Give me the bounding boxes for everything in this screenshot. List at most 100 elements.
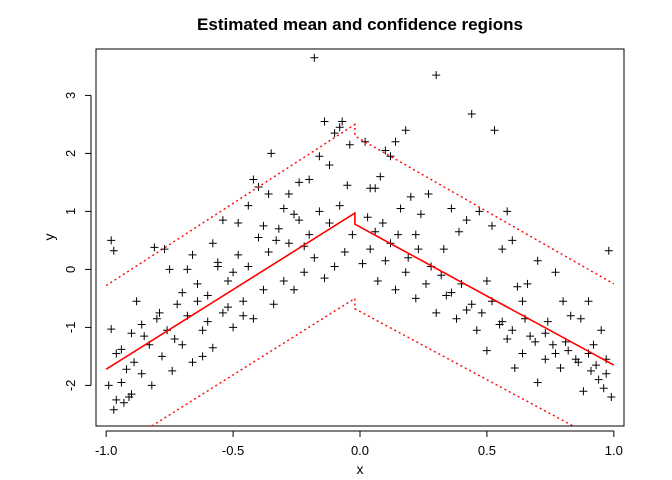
data-point <box>335 123 344 132</box>
data-point <box>193 279 202 288</box>
data-point <box>320 117 329 126</box>
data-point <box>490 126 499 135</box>
data-point <box>305 175 314 184</box>
data-point <box>503 207 512 216</box>
data-point <box>559 297 568 306</box>
data-point <box>594 375 603 384</box>
data-point <box>208 343 217 352</box>
data-point <box>259 221 268 230</box>
data-point <box>531 337 540 346</box>
data-point <box>234 219 243 227</box>
y-tick-label: 2 <box>63 150 78 157</box>
data-point <box>477 308 486 317</box>
x-tick-label: 0.5 <box>478 443 496 458</box>
data-point <box>566 311 575 320</box>
data-point <box>452 314 461 323</box>
data-point <box>482 346 491 355</box>
data-point <box>272 236 281 245</box>
data-point <box>396 204 405 213</box>
chart-title: Estimated mean and confidence regions <box>197 15 523 34</box>
data-point <box>424 190 433 198</box>
fit-lines <box>105 123 615 427</box>
data-point <box>117 345 126 354</box>
data-point <box>564 346 573 355</box>
data-point <box>510 364 519 372</box>
data-point <box>117 378 126 387</box>
data-point <box>340 248 349 256</box>
data-point <box>168 366 177 375</box>
data-point <box>269 300 278 309</box>
data-point <box>193 297 202 306</box>
data-point <box>508 236 517 245</box>
data-point <box>513 282 522 291</box>
data-point <box>112 349 121 358</box>
data-point <box>597 326 606 335</box>
data-point <box>170 335 179 343</box>
x-tick-label: -1.0 <box>95 443 117 458</box>
data-point <box>267 149 276 158</box>
data-point <box>295 216 304 225</box>
data-point <box>422 279 430 288</box>
data-point <box>416 210 425 219</box>
x-tick-label: 1.0 <box>605 443 623 458</box>
data-point <box>218 216 227 225</box>
data-point <box>325 219 334 227</box>
data-point <box>152 314 161 323</box>
data-point <box>338 117 347 126</box>
data-point <box>140 332 149 341</box>
data-point <box>523 279 532 288</box>
data-point <box>284 239 293 248</box>
data-point <box>442 291 451 300</box>
data-point <box>290 285 298 294</box>
data-point <box>518 297 527 306</box>
data-point <box>295 178 304 187</box>
data-point <box>604 246 613 255</box>
y-tick-label: 0 <box>63 266 78 273</box>
data-point <box>381 256 390 265</box>
data-point <box>533 378 542 387</box>
data-point <box>213 262 222 271</box>
data-point <box>178 340 187 349</box>
data-point <box>259 285 268 294</box>
data-point <box>109 246 118 255</box>
data-point <box>244 262 253 271</box>
data-point <box>508 326 517 335</box>
data-point <box>381 146 390 155</box>
data-point <box>264 248 273 256</box>
data-point <box>361 137 370 146</box>
data-point <box>518 349 527 358</box>
data-point <box>203 317 212 326</box>
data-point <box>173 300 182 309</box>
data-point <box>526 332 535 341</box>
data-point <box>147 381 156 390</box>
lower-confidence-band <box>151 297 574 427</box>
x-tick-label: -0.5 <box>222 443 244 458</box>
data-point <box>239 311 248 320</box>
data-point <box>104 381 113 390</box>
data-point <box>373 277 382 285</box>
data-point <box>183 265 192 274</box>
data-point <box>244 201 253 210</box>
estimated-mean-line <box>105 211 615 370</box>
plot-frame <box>95 48 625 427</box>
data-point <box>602 369 611 378</box>
data-point <box>503 335 512 343</box>
data-point <box>188 358 197 367</box>
data-point <box>584 297 593 306</box>
data-point <box>320 274 329 283</box>
data-point <box>127 390 136 399</box>
data-point <box>229 268 238 277</box>
data-point <box>158 352 166 361</box>
data-point <box>391 285 400 294</box>
data-point <box>414 245 423 254</box>
data-point <box>224 303 232 312</box>
data-point <box>378 219 387 227</box>
data-point <box>274 224 283 233</box>
data-point <box>358 259 367 268</box>
data-point <box>592 361 601 370</box>
data-point <box>315 207 324 216</box>
data-point <box>330 129 339 138</box>
data-point <box>130 358 139 367</box>
data-point <box>447 204 456 213</box>
x-axis-label: x <box>357 461 364 477</box>
